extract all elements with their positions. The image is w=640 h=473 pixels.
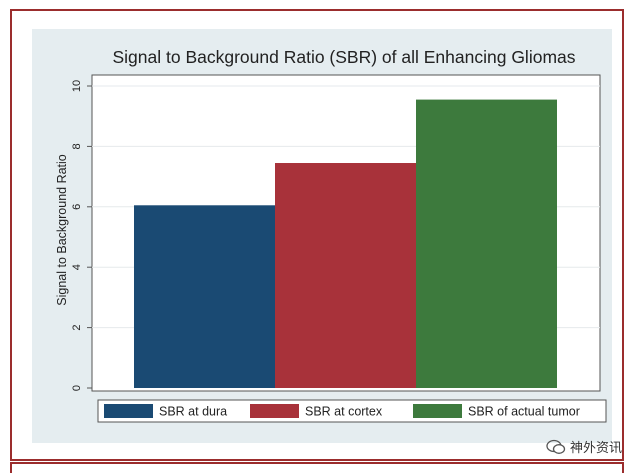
outer-frame (10, 9, 624, 461)
legend-swatch (104, 404, 153, 418)
y-axis-label: Signal to Background Ratio (55, 154, 69, 306)
legend-swatch (413, 404, 462, 418)
watermark-text: 神外资讯 (569, 441, 622, 456)
bar-sbr-at-dura (134, 205, 275, 388)
y-tick-label: 10 (71, 80, 83, 92)
y-tick-label: 0 (71, 385, 83, 391)
wechat-icon (546, 439, 566, 454)
y-tick-label: 6 (71, 204, 83, 210)
y-tick-label: 8 (71, 143, 83, 149)
bar-sbr-at-cortex (275, 163, 416, 388)
legend-swatch (250, 404, 299, 418)
bottom-strip (10, 462, 624, 473)
legend-label: SBR of actual tumor (468, 405, 580, 419)
chart-title: Signal to Background Ratio (SBR) of all … (112, 47, 575, 67)
legend-label: SBR at cortex (305, 405, 383, 419)
watermark: 神外资讯 (546, 437, 622, 456)
y-tick-label: 2 (71, 325, 83, 331)
legend-label: SBR at dura (159, 405, 227, 419)
legend-box (97, 399, 607, 423)
bar-sbr-of-actual-tumor (416, 99, 557, 388)
y-tick-label: 4 (71, 264, 83, 270)
